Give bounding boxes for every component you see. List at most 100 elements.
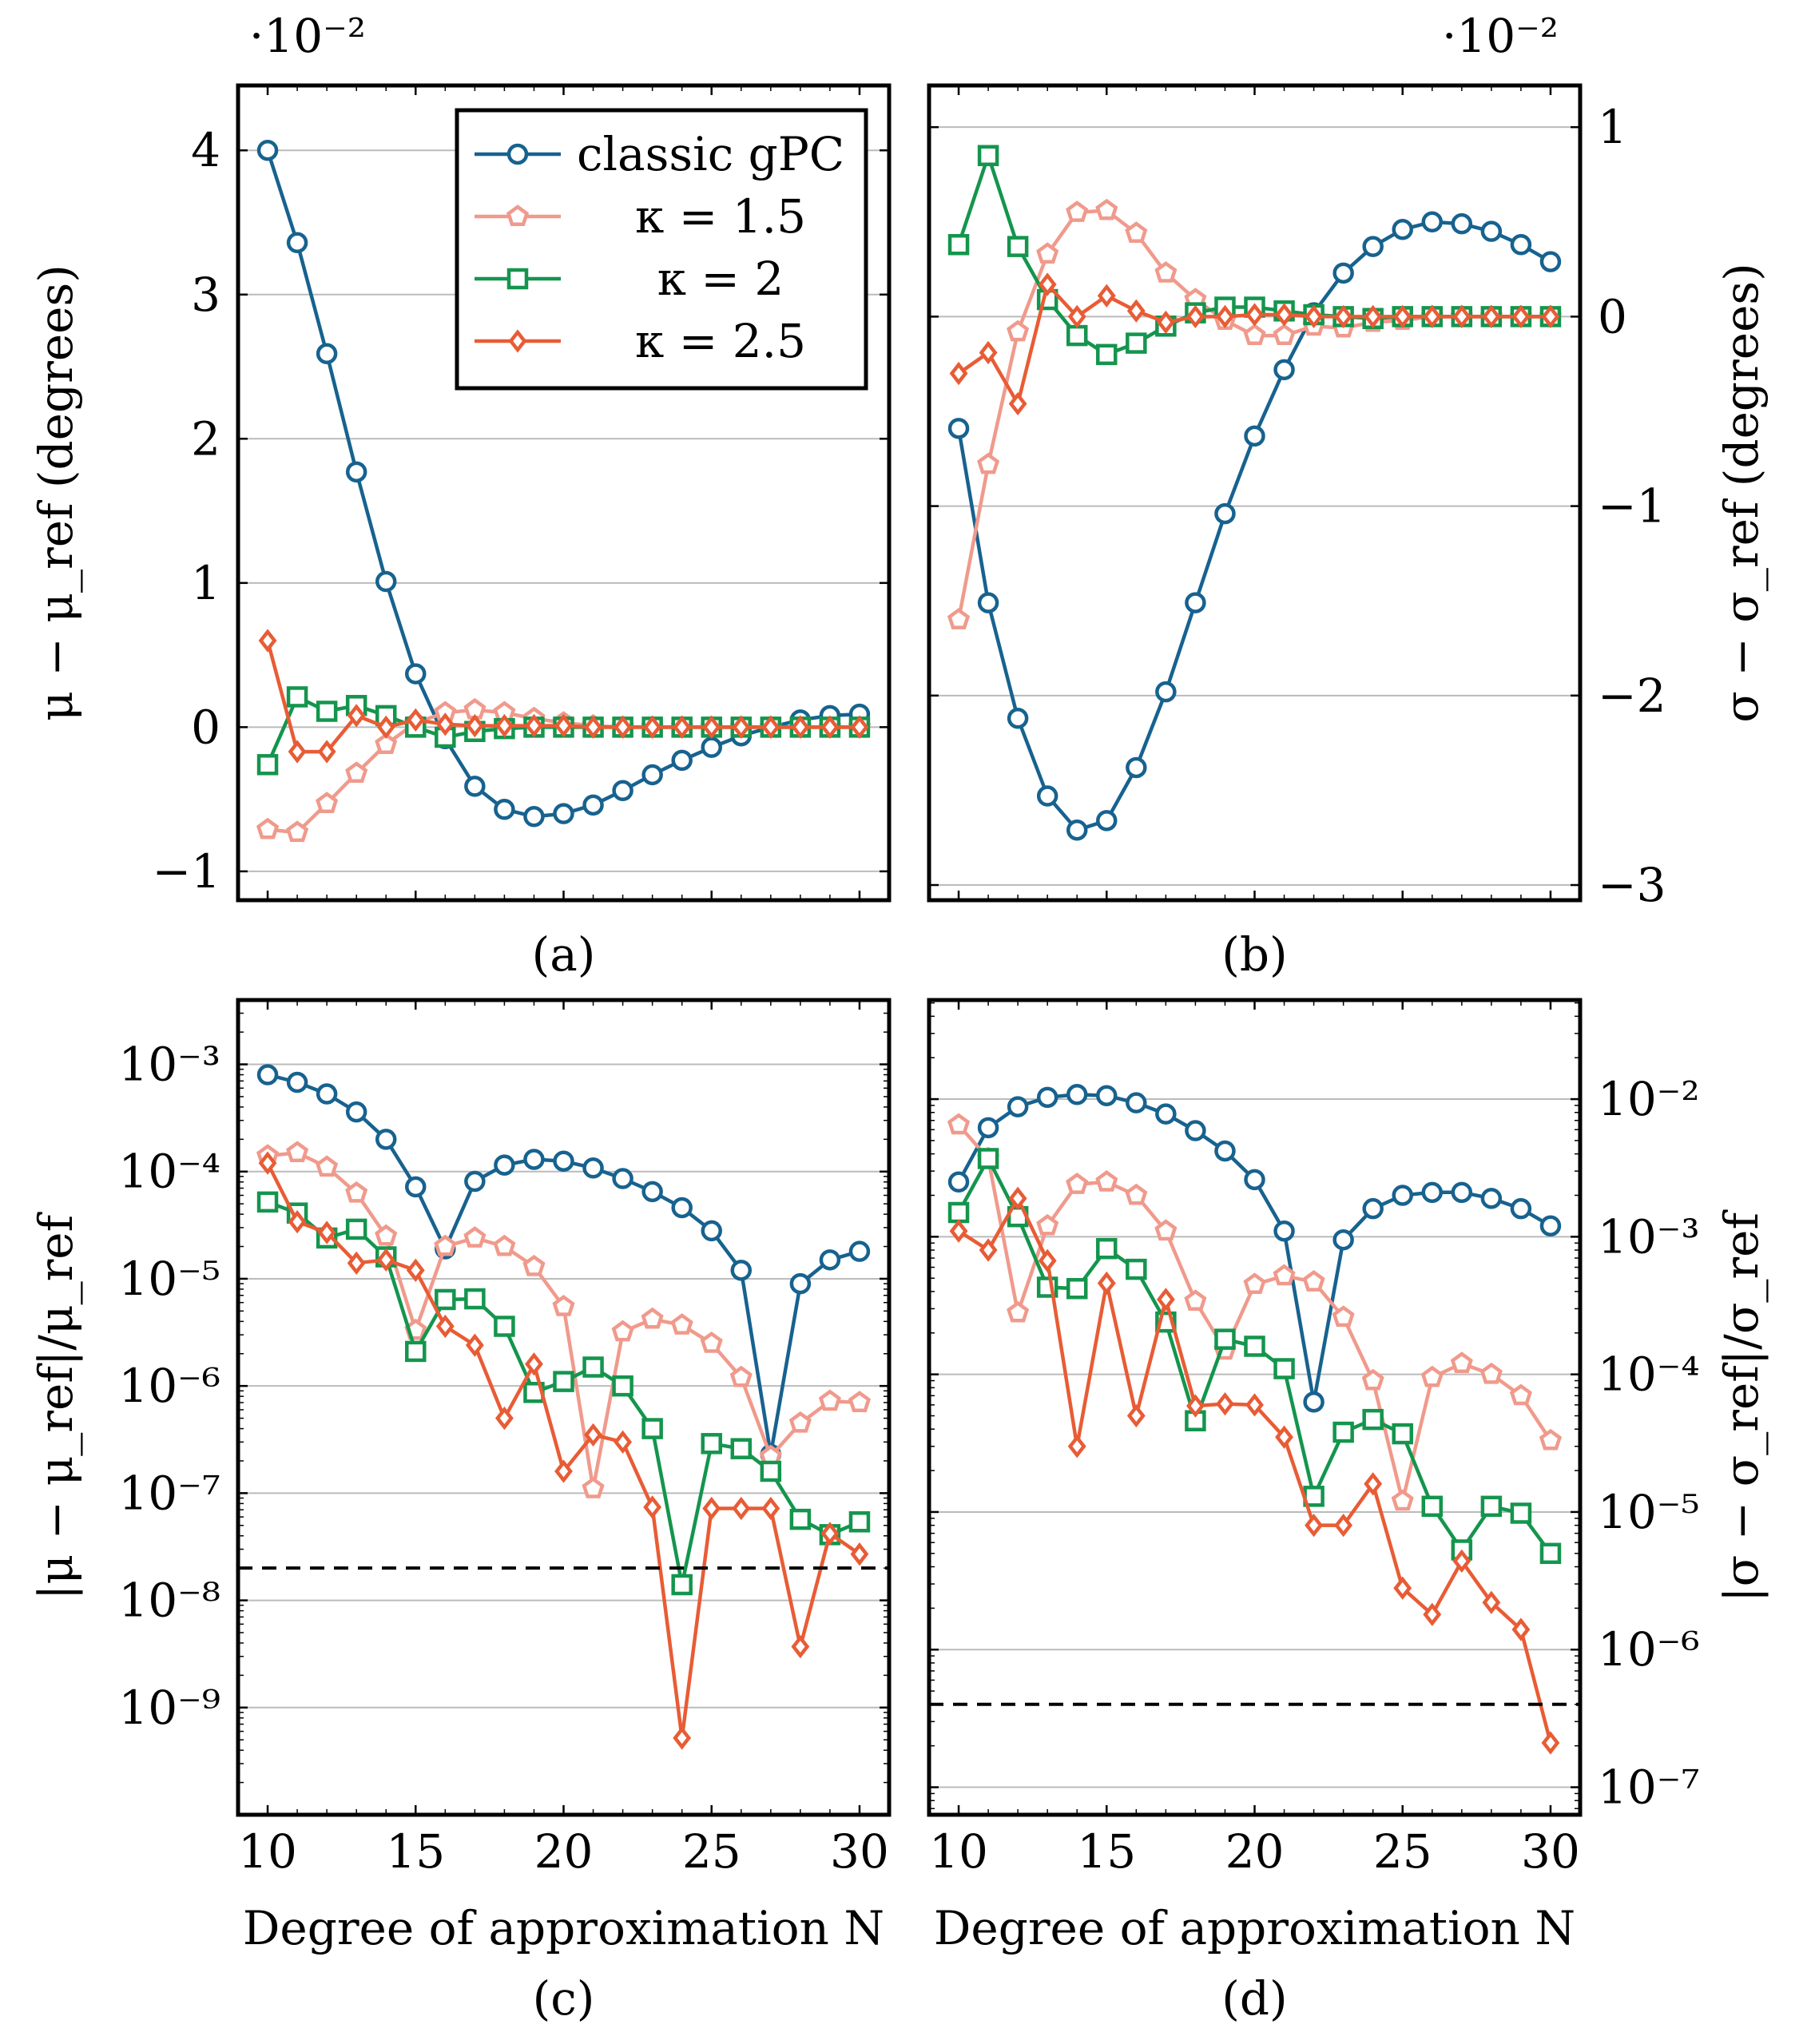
series-k25 <box>949 272 1560 416</box>
data-point-classic <box>1303 1391 1325 1413</box>
data-point-k15 <box>1420 1365 1444 1387</box>
data-point-k2 <box>789 1508 812 1530</box>
data-point-classic <box>1185 592 1206 613</box>
panel-a-ylabel: μ − μ_ref (degrees) <box>29 264 83 721</box>
data-point-k25 <box>1008 1186 1027 1210</box>
data-point-k25 <box>761 715 780 740</box>
data-point-k25 <box>1126 1403 1146 1428</box>
data-point-classic <box>1273 359 1295 381</box>
x-tick-label: 30 <box>1521 1824 1580 1879</box>
legend-label-classic: classic gPC <box>577 127 844 181</box>
x-tick-label: 10 <box>929 1824 988 1879</box>
data-point-classic <box>1036 785 1058 807</box>
data-point-k15 <box>641 1307 664 1329</box>
data-point-k25 <box>376 715 395 740</box>
data-point-k25 <box>465 713 484 738</box>
data-point-k15 <box>1539 1428 1563 1451</box>
data-point-classic <box>789 1272 812 1295</box>
data-point-k15 <box>700 1332 723 1353</box>
data-point-k2 <box>641 1418 663 1439</box>
data-point-k15 <box>316 792 339 814</box>
data-point-k2 <box>494 1316 515 1337</box>
data-point-k25 <box>1038 1248 1057 1272</box>
data-point-k2 <box>977 1148 999 1169</box>
data-point-classic <box>848 1240 871 1262</box>
data-point-classic <box>582 1157 604 1179</box>
panel-d-xlabel: Degree of approximation N <box>934 1901 1575 1955</box>
data-point-k15 <box>375 732 398 754</box>
data-point-k25 <box>1541 304 1560 329</box>
data-point-classic <box>730 1260 753 1281</box>
data-point-k15 <box>818 1389 841 1411</box>
data-point-classic <box>405 1176 427 1198</box>
data-point-k25 <box>1541 1731 1560 1755</box>
data-point-k25 <box>614 715 633 740</box>
data-point-classic <box>553 1150 574 1172</box>
data-point-k25 <box>347 1251 366 1275</box>
legend-label-kappa-2: κ = 2 <box>657 252 784 306</box>
data-point-k15 <box>1450 1351 1473 1373</box>
data-point-k2 <box>1066 1278 1088 1300</box>
data-point-k15 <box>1243 1272 1266 1295</box>
y-tick-label: 3 <box>191 268 220 322</box>
data-point-classic <box>947 1171 970 1193</box>
data-point-k15 <box>1332 1305 1355 1328</box>
y-tick-label: 10⁻⁴ <box>118 1145 220 1199</box>
data-point-k25 <box>1452 304 1471 329</box>
data-point-k25 <box>1156 310 1175 335</box>
data-point-k15 <box>848 1391 872 1412</box>
data-point-k15 <box>345 761 368 784</box>
data-point-k25 <box>1482 1590 1501 1614</box>
data-point-k25 <box>1097 284 1116 308</box>
data-point-k25 <box>949 1219 968 1243</box>
y-tick-label: 1 <box>191 556 220 610</box>
data-point-classic <box>1214 502 1236 525</box>
data-point-k2 <box>1480 1495 1503 1518</box>
data-point-classic <box>1332 1228 1354 1251</box>
data-point-k2 <box>582 1356 604 1378</box>
data-point-classic <box>819 1249 841 1271</box>
y-tick-label: 1 <box>1598 100 1627 154</box>
data-point-k25 <box>1364 1472 1383 1496</box>
data-point-k2 <box>1332 1421 1354 1443</box>
data-point-k15 <box>345 1181 368 1203</box>
data-point-k15 <box>1361 1368 1384 1391</box>
data-point-k2 <box>612 1375 633 1397</box>
x-tick-label: 15 <box>1077 1824 1136 1879</box>
data-point-k2 <box>1510 1502 1532 1524</box>
panel-d-ticks: 10⁻⁷ 10⁻⁶ 10⁻⁵ 10⁻⁴ 10⁻³ 10⁻² 10 15 20 25 30 <box>929 1000 1700 1879</box>
data-point-k15 <box>375 1224 398 1246</box>
data-point-k15 <box>463 1226 487 1248</box>
x-tick-label: 20 <box>534 1824 594 1879</box>
data-point-k25 <box>435 1314 455 1339</box>
data-point-classic <box>612 780 633 802</box>
data-point-k25 <box>494 1406 514 1431</box>
data-point-k25 <box>406 708 425 732</box>
y-tick-label: 0 <box>1598 289 1627 343</box>
data-point-k25 <box>1186 1394 1205 1418</box>
data-point-k25 <box>1245 1393 1264 1417</box>
data-point-k15 <box>947 1113 971 1135</box>
data-point-k25 <box>1452 1549 1471 1574</box>
data-point-classic <box>345 1101 367 1123</box>
data-point-k25 <box>525 713 543 738</box>
data-point-k15 <box>256 817 280 839</box>
y-tick-label: −1 <box>153 844 221 899</box>
data-point-classic <box>1096 1085 1118 1106</box>
data-point-classic <box>1155 681 1177 703</box>
data-point-k25 <box>1305 304 1324 329</box>
y-tick-label: 10⁻⁵ <box>1598 1485 1700 1539</box>
panel-a: −1 0 1 2 3 4 ·10⁻² μ − μ_ref (degrees) (a) <box>29 9 892 982</box>
y-tick-label: 2 <box>191 411 220 466</box>
data-point-classic <box>641 1181 663 1203</box>
data-point-classic <box>1185 1120 1206 1141</box>
data-point-k2 <box>435 1288 456 1311</box>
panel-c-xlabel: Degree of approximation N <box>243 1901 884 1955</box>
data-point-k2 <box>316 701 338 722</box>
data-point-k25 <box>673 715 692 740</box>
data-point-k25 <box>288 1209 307 1234</box>
data-point-classic <box>286 1071 308 1093</box>
data-point-k15 <box>1095 1170 1118 1192</box>
data-point-classic <box>1007 1096 1029 1117</box>
